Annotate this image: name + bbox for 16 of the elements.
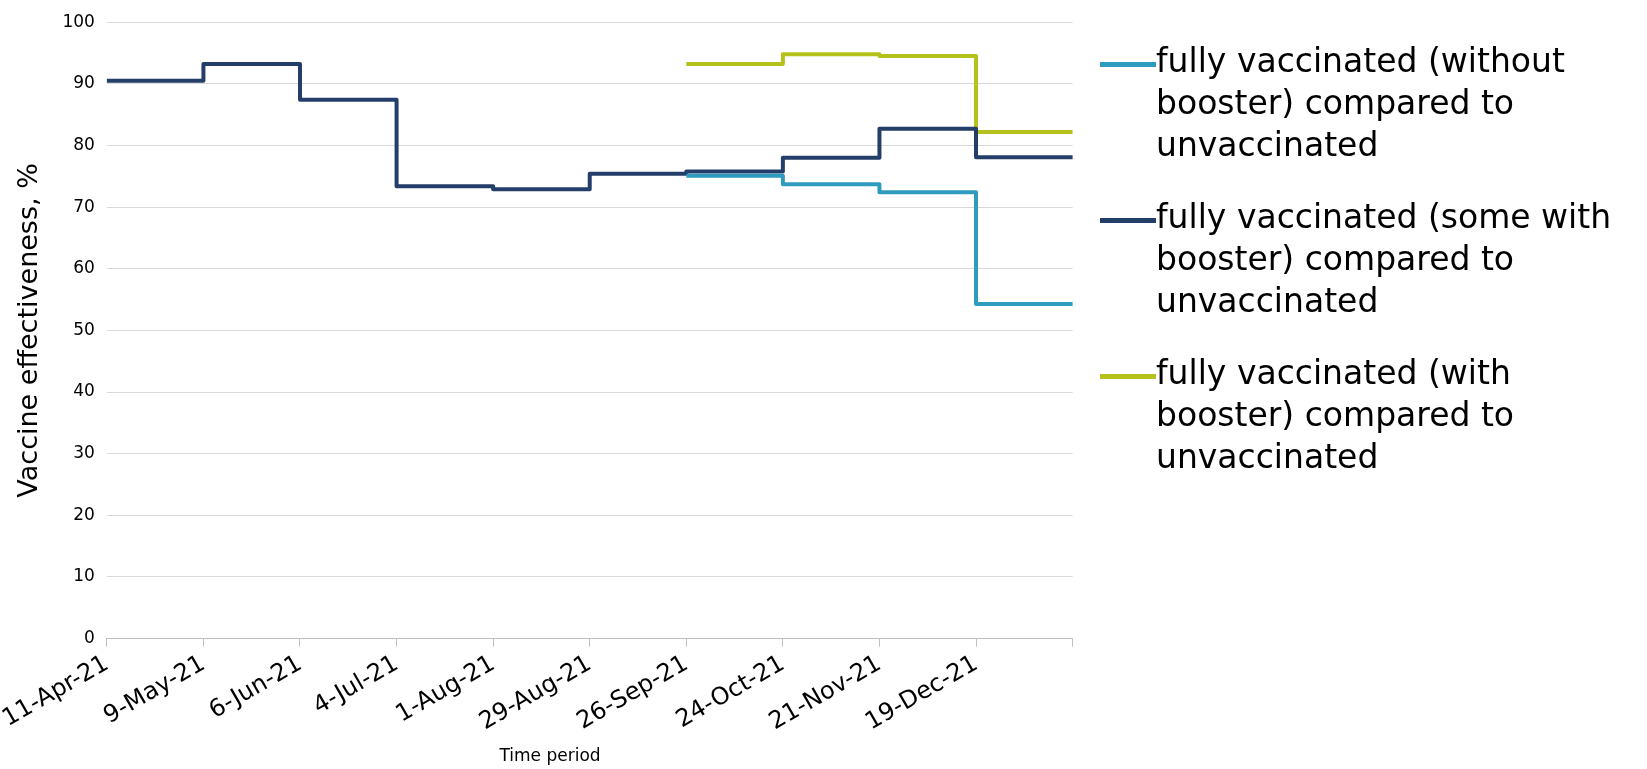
y-tick-label: 100 bbox=[62, 10, 95, 31]
y-tick-label: 70 bbox=[73, 195, 95, 216]
y-axis-title: Vaccine effectiveness, % bbox=[12, 163, 44, 498]
y-tick-label: 20 bbox=[73, 503, 95, 524]
y-tick-label: 40 bbox=[73, 380, 95, 401]
y-tick-label: 0 bbox=[84, 627, 95, 648]
legend-label: fully vaccinated (some with booster) compared to unvaccinated bbox=[1156, 196, 1613, 322]
y-tick-label: 90 bbox=[73, 72, 95, 93]
y-tick-label: 80 bbox=[73, 133, 95, 154]
y-tick-label: 30 bbox=[73, 442, 95, 463]
x-axis-title: Time period bbox=[498, 745, 602, 765]
y-tick-label: 50 bbox=[73, 318, 95, 339]
legend-label: fully vaccinated (with booster) compared to unvaccinated bbox=[1156, 352, 1516, 478]
y-tick-label: 10 bbox=[73, 565, 95, 586]
y-tick-label: 60 bbox=[73, 257, 95, 278]
legend-label: fully vaccinated (without booster) compared to unvaccinated bbox=[1156, 40, 1566, 166]
